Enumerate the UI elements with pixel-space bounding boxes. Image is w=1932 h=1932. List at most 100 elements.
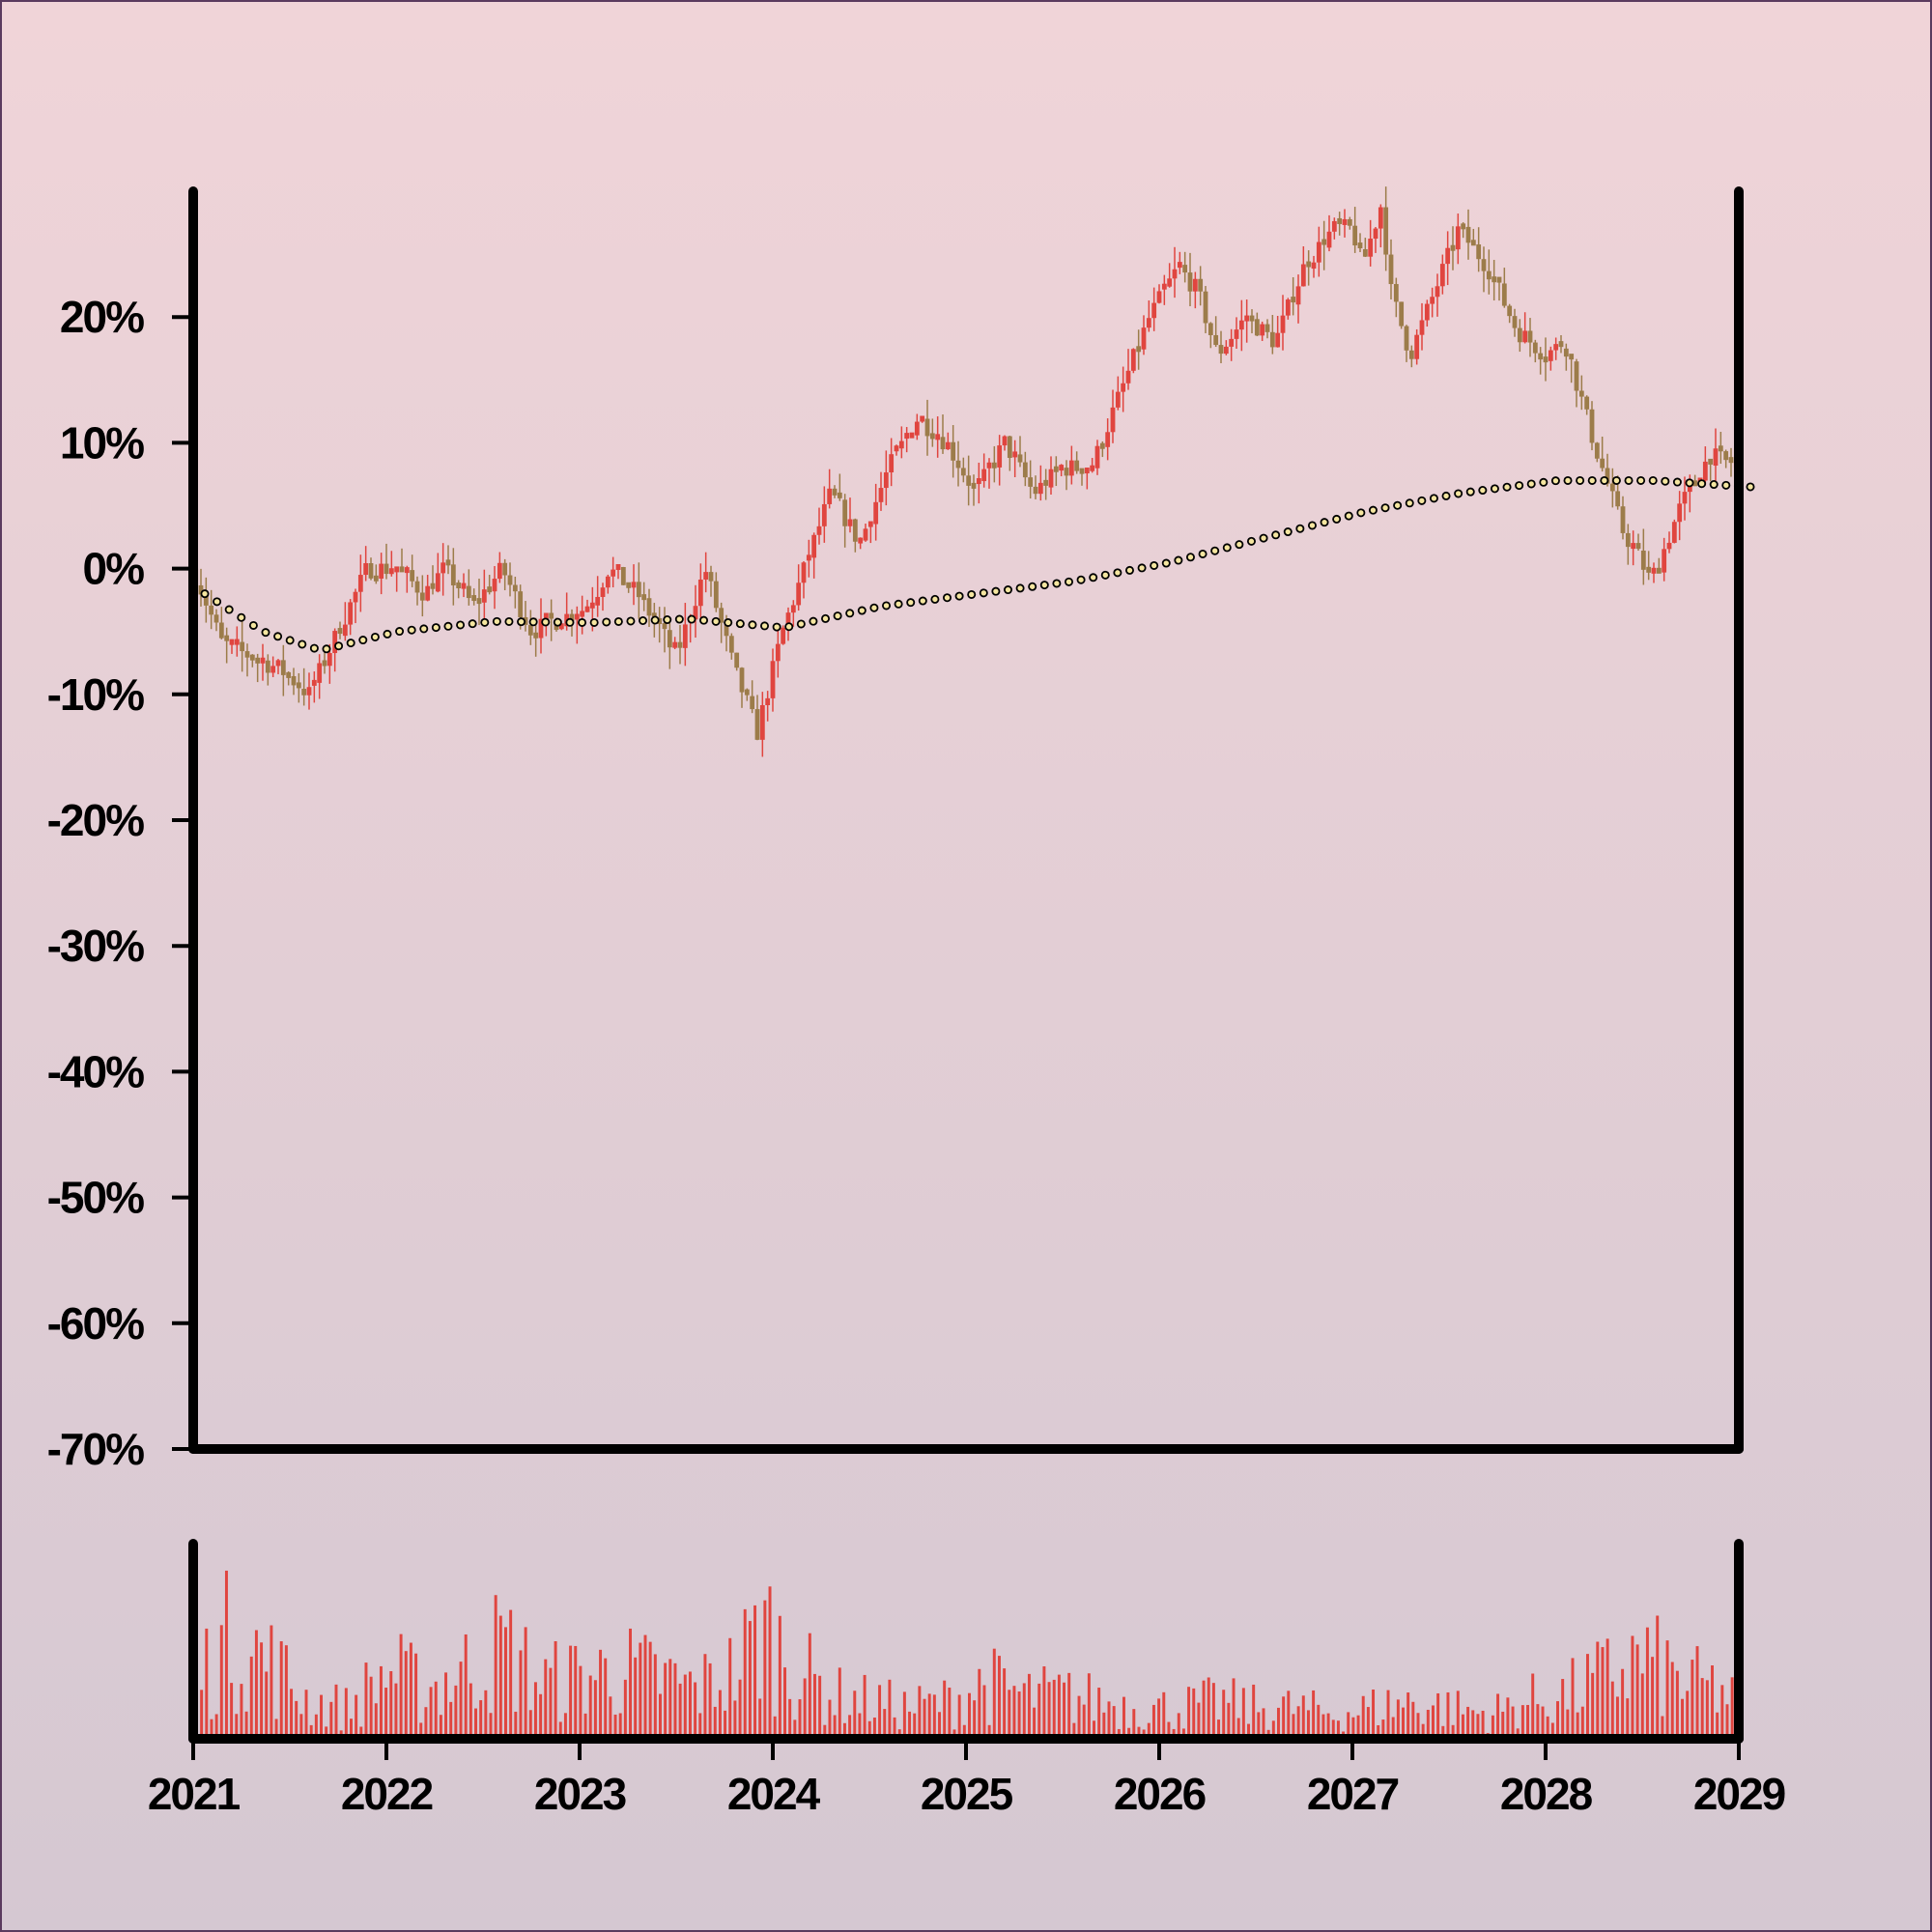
average-point [1563,475,1573,485]
volume-bar [808,1633,811,1739]
candle-down [1362,248,1368,257]
average-point [1502,482,1512,492]
volume-bar [1197,1702,1201,1739]
volume-bar [1675,1670,1679,1739]
volume-bar [1621,1668,1625,1739]
candle-down [322,660,327,667]
volume-bar [498,1615,502,1739]
candle-down [286,671,292,678]
candle-up [1094,445,1100,469]
candle-down [1213,334,1219,346]
average-point [1344,511,1353,521]
average-point [602,617,611,627]
average-point [1587,475,1597,485]
y-tick-label: 10% [60,417,144,468]
volume-bar [992,1648,996,1739]
candle-down [1198,278,1204,292]
average-point [869,603,879,612]
candle-down [991,462,997,469]
candle-down [507,575,513,585]
candle-down [1450,244,1456,251]
candle-down [1393,284,1399,302]
candle-up [1439,264,1445,287]
price-panel: 20% 10% 0% -10% -20% -30% -40% -50% -60% -70% [47,186,1755,1474]
candle-down [1512,316,1518,328]
volume-bar [1102,1712,1106,1739]
volume-bar [1317,1704,1321,1739]
candle-up [425,585,431,601]
candle-up [1156,291,1162,303]
candle-down [739,668,745,693]
candle-up [1130,349,1136,371]
average-point [309,643,319,653]
volume-bar [823,1724,827,1739]
volume-bar [519,1650,523,1739]
volume-bar [295,1700,298,1739]
average-point [1076,575,1086,584]
volume-bar [1127,1727,1131,1739]
volume-bar [1012,1686,1016,1739]
volume-bar [1645,1627,1649,1739]
volume-bar [1112,1706,1116,1739]
candle-up [275,660,281,667]
volume-bar [1406,1692,1410,1739]
volume-bar [609,1696,612,1739]
volume-bar [793,1719,797,1739]
volume-bar [1436,1692,1440,1739]
y-tick-label: -40% [47,1046,144,1096]
volume-bar [210,1719,213,1739]
volume-bar [1391,1717,1395,1739]
volume-bar [1686,1690,1690,1739]
candle-up [1285,299,1291,316]
candle-up [631,582,637,588]
candle-up [790,605,796,613]
volume-bar [394,1683,398,1739]
volume-bar [1077,1695,1081,1739]
volume-bar [1366,1707,1370,1739]
candle-down [951,441,956,461]
average-point [492,616,501,626]
volume-bar [270,1625,273,1739]
average-point [967,589,977,599]
candle-down [940,437,946,450]
candle-up [580,611,585,617]
volume-bar [1661,1716,1664,1739]
average-point [894,599,903,609]
volume-bar [888,1679,892,1739]
volume-bar [708,1662,712,1739]
candle-up [1702,461,1708,481]
volume-bar [249,1656,253,1739]
volume-bar [788,1698,792,1739]
candle-down [1507,305,1513,317]
average-point [1052,579,1062,588]
volume-bar [583,1713,587,1739]
average-point [1490,484,1499,494]
candle-down [1574,361,1579,391]
x-tick-label: 2026 [1114,1769,1206,1819]
volume-bar [1695,1646,1699,1739]
volume-bar [1496,1693,1500,1739]
candle-up [1161,283,1167,290]
candle-up [796,582,802,606]
candle-up [801,562,807,583]
candle-up [1105,432,1111,447]
candle-down [1291,297,1296,303]
candle-down [1254,319,1260,336]
y-tick-label: -30% [47,921,144,971]
candle-up [600,587,606,597]
candle-up [435,573,440,592]
candle-up [909,432,915,439]
average-point [1015,583,1025,593]
average-point [1356,508,1366,518]
volume-bar [748,1621,752,1739]
candle-down [502,562,508,576]
average-point [1039,581,1049,590]
candle-up [1121,383,1126,392]
average-point [1672,477,1682,487]
candle-up [1192,278,1198,292]
volume-bar [1277,1707,1280,1739]
volume-bar [549,1667,553,1739]
average-point [358,636,368,645]
candle-down [734,652,740,668]
average-point [541,617,551,627]
